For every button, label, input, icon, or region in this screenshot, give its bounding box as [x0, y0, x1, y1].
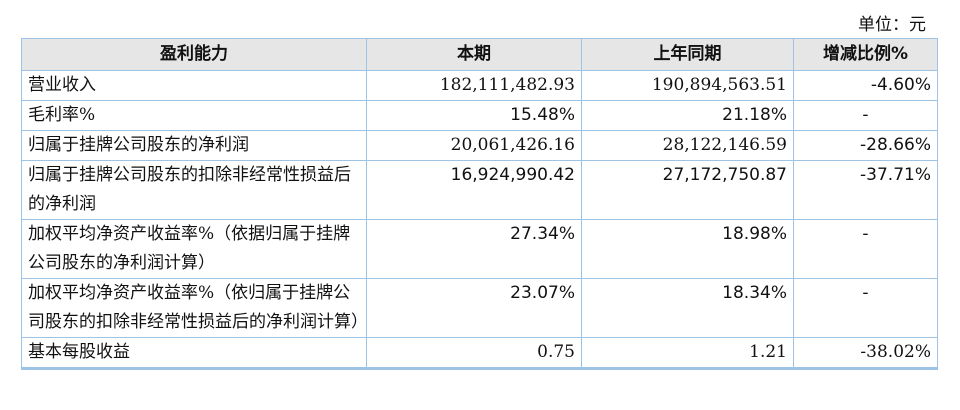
table-row: 毛利率% 15.48% 21.18% - [21, 100, 938, 131]
row-label: 营业收入 [21, 70, 367, 101]
header-change: 增减比例% [793, 38, 938, 71]
current-value: 0.75 [366, 337, 582, 370]
prior-value: 21.18% [581, 100, 794, 131]
row-label: 加权平均净资产收益率%（依据归属于挂牌公司股东的净利润计算） [21, 219, 367, 279]
current-value: 23.07% [366, 278, 582, 338]
current-value: 16,924,990.42 [366, 160, 582, 220]
prior-value: 18.98% [581, 219, 794, 279]
table-row: 加权平均净资产收益率%（依归属于挂牌公司股东的扣除非经常性损益后的净利润计算） 2… [21, 278, 938, 338]
change-value: - [793, 219, 938, 279]
prior-value: 27,172,750.87 [581, 160, 794, 220]
current-value: 182,111,482.93 [366, 70, 582, 101]
change-value: - [793, 100, 938, 131]
header-row: 盈利能力 本期 上年同期 增减比例% [21, 38, 938, 71]
prior-value: 1.21 [581, 337, 794, 370]
header-prior: 上年同期 [581, 38, 794, 71]
header-current: 本期 [366, 38, 582, 71]
row-label: 加权平均净资产收益率%（依归属于挂牌公司股东的扣除非经常性损益后的净利润计算） [21, 278, 368, 338]
current-value: 27.34% [366, 219, 582, 279]
table-row: 营业收入 182,111,482.93 190,894,563.51 -4.60% [21, 70, 938, 101]
table-row: 加权平均净资产收益率%（依据归属于挂牌公司股东的净利润计算） 27.34% 18.9… [21, 219, 938, 279]
current-value: 15.48% [366, 100, 582, 131]
change-value: -37.71% [793, 160, 938, 220]
table-row: 基本每股收益 0.75 1.21 -38.02% [21, 337, 938, 370]
row-label: 基本每股收益 [21, 337, 367, 370]
row-label: 归属于挂牌公司股东的扣除非经常性损益后的净利润 [21, 160, 367, 220]
change-value: - [793, 278, 938, 338]
table-row: 归属于挂牌公司股东的扣除非经常性损益后的净利润 16,924,990.42 27,1… [21, 160, 938, 220]
row-label: 毛利率% [21, 100, 367, 131]
prior-value: 28,122,146.59 [581, 130, 794, 161]
change-value: -38.02% [793, 337, 938, 370]
change-value: -4.60% [793, 70, 938, 101]
unit-label: 单位：元 [858, 15, 926, 35]
change-value: -28.66% [793, 130, 938, 161]
profitability-table: 盈利能力 本期 上年同期 增减比例% 营业收入 182,111,482.93 190… [21, 38, 938, 370]
prior-value: 18.34% [581, 278, 794, 338]
row-label: 归属于挂牌公司股东的净利润 [21, 130, 367, 161]
header-profitability: 盈利能力 [21, 38, 367, 71]
prior-value: 190,894,563.51 [581, 70, 794, 101]
current-value: 20,061,426.16 [366, 130, 582, 161]
table-row: 归属于挂牌公司股东的净利润 20,061,426.16 28,122,146.59-… [21, 130, 938, 161]
